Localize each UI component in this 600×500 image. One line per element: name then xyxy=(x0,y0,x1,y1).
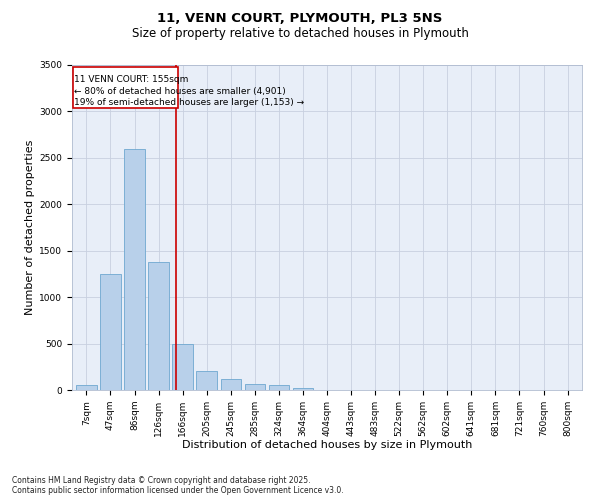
Bar xyxy=(124,148,145,390)
X-axis label: Distribution of detached houses by size in Plymouth: Distribution of detached houses by size … xyxy=(182,440,472,450)
Text: 11, VENN COURT, PLYMOUTH, PL3 5NS: 11, VENN COURT, PLYMOUTH, PL3 5NS xyxy=(157,12,443,26)
Text: 19% of semi-detached houses are larger (1,153) →: 19% of semi-detached houses are larger (… xyxy=(74,98,305,108)
Bar xyxy=(221,379,241,390)
Bar xyxy=(76,386,97,390)
Text: 11 VENN COURT: 155sqm: 11 VENN COURT: 155sqm xyxy=(74,75,189,84)
Text: Size of property relative to detached houses in Plymouth: Size of property relative to detached ho… xyxy=(131,28,469,40)
Bar xyxy=(269,386,289,390)
Bar xyxy=(293,388,313,390)
Bar xyxy=(245,384,265,390)
Bar xyxy=(73,67,178,108)
Y-axis label: Number of detached properties: Number of detached properties xyxy=(25,140,35,315)
Bar xyxy=(196,372,217,390)
Text: Contains public sector information licensed under the Open Government Licence v3: Contains public sector information licen… xyxy=(12,486,344,495)
Bar xyxy=(148,262,169,390)
Text: ← 80% of detached houses are smaller (4,901): ← 80% of detached houses are smaller (4,… xyxy=(74,88,286,96)
Text: Contains HM Land Registry data © Crown copyright and database right 2025.: Contains HM Land Registry data © Crown c… xyxy=(12,476,311,485)
Bar xyxy=(100,274,121,390)
Bar xyxy=(172,344,193,390)
